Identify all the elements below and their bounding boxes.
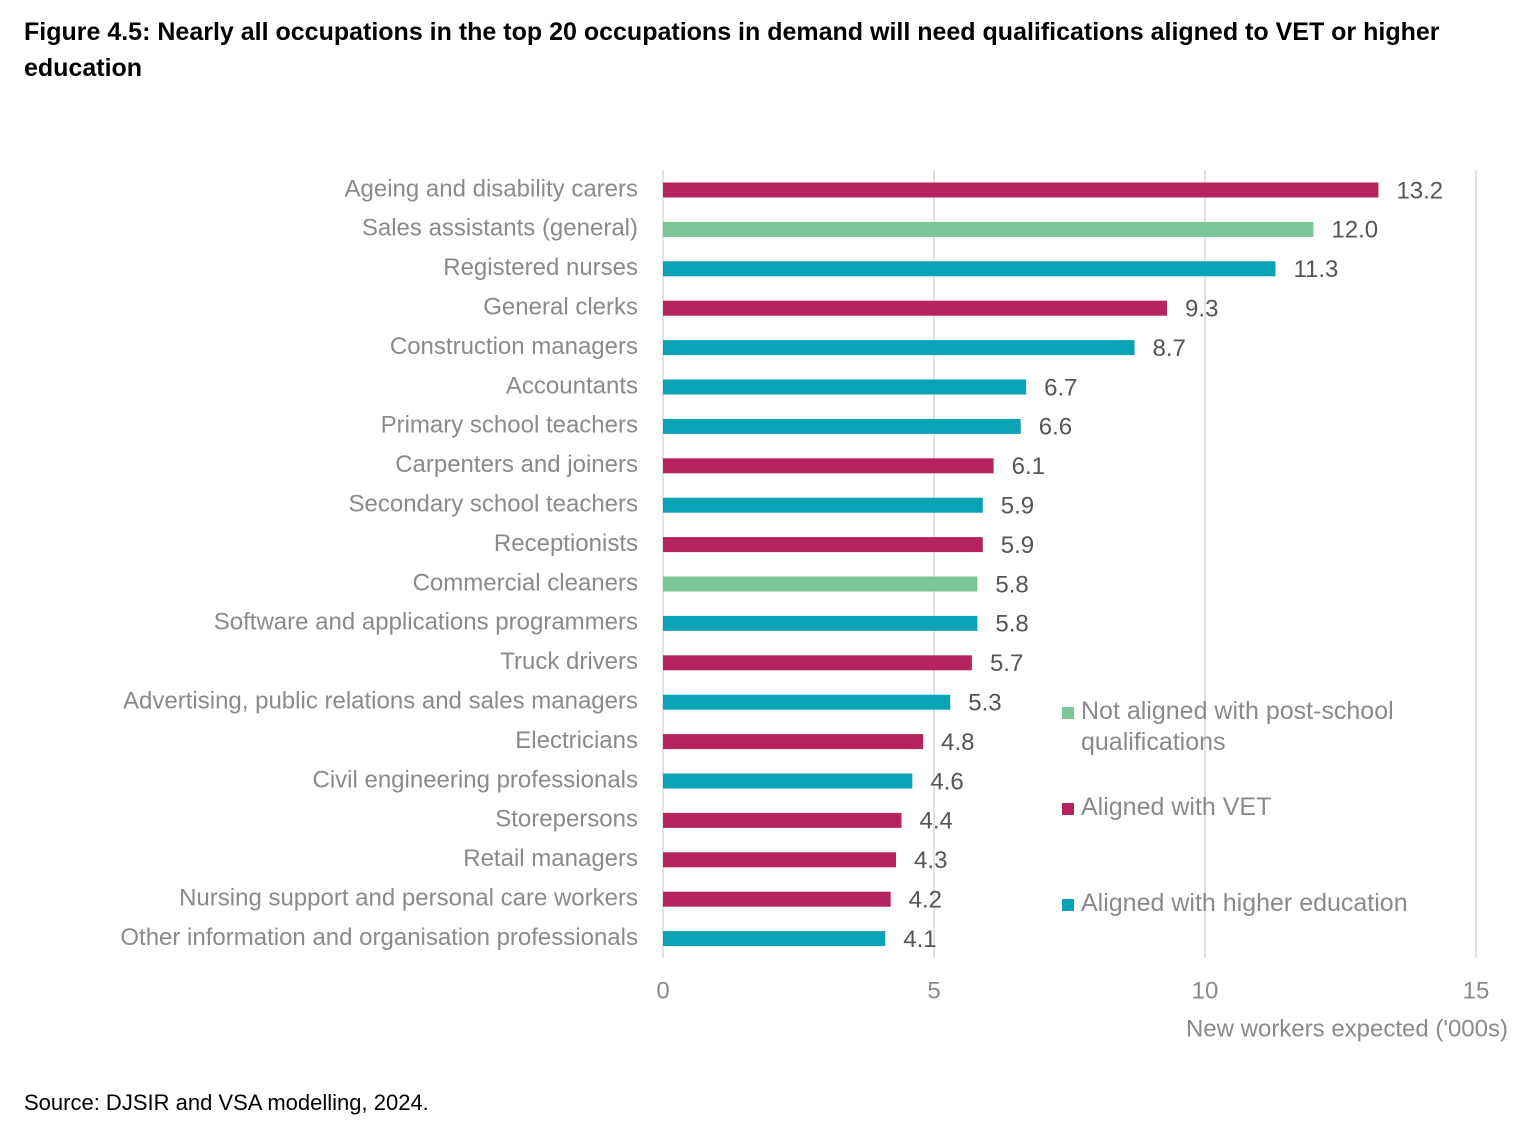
y-tick-label: Secondary school teachers (349, 491, 639, 518)
legend-label: Not aligned with post-school qualificati… (1081, 697, 1394, 756)
legend-label: Aligned with VET (1081, 793, 1272, 821)
data-label: 5.8 (995, 571, 1028, 598)
bar (663, 300, 1168, 316)
data-label: 4.6 (930, 768, 963, 795)
x-tick-label: 5 (927, 977, 940, 1004)
legend-item: Aligned with VET (1062, 792, 1462, 823)
y-tick-label: Ageing and disability carers (345, 175, 639, 202)
bar (663, 734, 924, 750)
legend-label: Aligned with higher education (1081, 889, 1408, 917)
legend-swatch (1062, 803, 1074, 815)
data-label: 5.9 (1001, 532, 1034, 559)
data-label: 4.8 (941, 729, 974, 756)
x-tick-label: 15 (1463, 977, 1490, 1004)
y-tick-label: Software and applications programmers (214, 609, 638, 636)
bar (663, 812, 902, 828)
legend-swatch (1062, 899, 1074, 911)
legend-item: Not aligned with post-school qualificati… (1062, 696, 1462, 758)
data-label: 4.2 (909, 887, 942, 914)
y-tick-label: Sales assistants (general) (362, 215, 638, 242)
bar (663, 340, 1135, 356)
bar (663, 182, 1379, 198)
bar (663, 773, 913, 789)
bar (663, 261, 1276, 277)
data-label: 5.7 (990, 650, 1023, 677)
y-tick-label: Accountants (506, 372, 638, 399)
legend-swatch (1062, 707, 1074, 719)
y-tick-label: Storepersons (495, 806, 638, 833)
bar (663, 931, 886, 947)
bar (663, 221, 1314, 237)
legend-item: Aligned with higher education (1062, 888, 1462, 919)
y-tick-label: Registered nurses (443, 254, 638, 281)
bar (663, 497, 983, 513)
y-tick-label: General clerks (483, 294, 638, 321)
data-label: 12.0 (1331, 217, 1378, 244)
y-tick-label: Electricians (515, 727, 638, 754)
y-tick-label: Advertising, public relations and sales … (123, 688, 638, 715)
bar (663, 694, 951, 710)
bar (663, 537, 983, 553)
y-tick-label: Other information and organisation profe… (120, 924, 638, 951)
data-label: 6.6 (1039, 414, 1072, 441)
bar (663, 655, 972, 671)
y-tick-label: Truck drivers (500, 648, 638, 675)
data-label: 13.2 (1396, 177, 1443, 204)
data-label: 5.8 (995, 611, 1028, 638)
bar (663, 418, 1021, 434)
data-label: 8.7 (1153, 335, 1186, 362)
data-label: 5.3 (968, 690, 1001, 717)
data-label: 6.1 (1012, 453, 1045, 480)
bar (663, 891, 891, 907)
data-label: 5.9 (1001, 493, 1034, 520)
y-tick-label: Commercial cleaners (413, 569, 638, 596)
data-label: 4.4 (919, 808, 952, 835)
bar (663, 576, 978, 592)
x-tick-label: 10 (1192, 977, 1219, 1004)
data-label: 6.7 (1044, 374, 1077, 401)
y-tick-label: Primary school teachers (381, 412, 638, 439)
y-tick-label: Civil engineering professionals (312, 766, 638, 793)
x-axis-title: New workers expected ('000s) (1186, 1015, 1508, 1042)
y-tick-label: Retail managers (463, 845, 638, 872)
data-label: 4.1 (903, 926, 936, 953)
data-label: 4.3 (914, 847, 947, 874)
bar (663, 615, 978, 631)
data-label: 9.3 (1185, 296, 1218, 323)
y-tick-label: Construction managers (390, 333, 638, 360)
y-tick-label: Nursing support and personal care worker… (179, 885, 638, 912)
data-label: 11.3 (1293, 256, 1338, 283)
bar (663, 458, 994, 474)
bar (663, 379, 1027, 395)
chart-title: Figure 4.5: Nearly all occupations in th… (24, 18, 1440, 82)
y-tick-label: Carpenters and joiners (395, 451, 638, 478)
x-tick-label: 0 (656, 977, 669, 1004)
bar (663, 852, 897, 868)
source-note: Source: DJSIR and VSA modelling, 2024. (24, 1090, 429, 1115)
y-tick-label: Receptionists (494, 530, 638, 557)
